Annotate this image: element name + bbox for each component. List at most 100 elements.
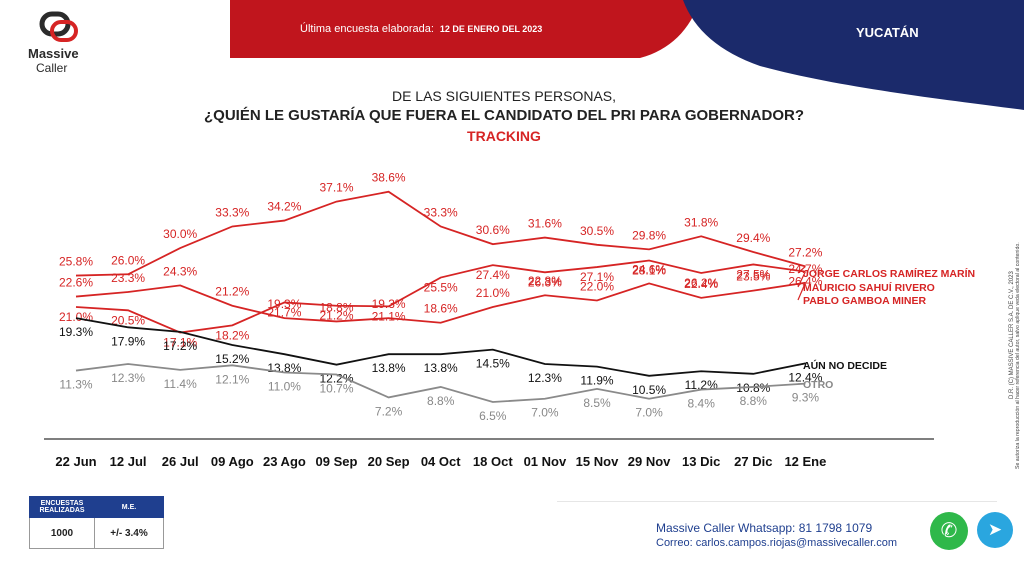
data-label-gamboa-miner: 22.0% (580, 279, 614, 293)
survey-date-line: Última encuesta elaborada: 12 DE ENERO DE… (300, 23, 542, 35)
header-navy-band (683, 0, 1024, 110)
data-label-aun-no-decide: 11.9% (580, 374, 613, 388)
series-name-otro: OTRO (803, 379, 833, 391)
sample-table: ENCUESTAS REALIZADAS M.E. 1000 +/- 3.4% (29, 496, 164, 549)
sample-header-surveys: ENCUESTAS REALIZADAS (29, 496, 95, 518)
x-tick-label: 18 Oct (473, 454, 513, 469)
data-label-ramirez-marin: 30.5% (580, 224, 614, 238)
data-label-otro: 7.0% (531, 406, 559, 420)
data-label-otro: 8.4% (688, 397, 716, 411)
data-label-otro: 12.3% (111, 371, 145, 385)
logo-icon (39, 11, 78, 42)
footer-divider (557, 501, 997, 502)
data-label-sahui-rivero: 18.2% (215, 328, 249, 342)
series-connector-ramirez-marin (797, 265, 806, 274)
sample-size-value: 1000 (29, 517, 95, 549)
data-label-otro: 11.4% (164, 377, 197, 391)
data-label-aun-no-decide: 17.9% (111, 334, 145, 348)
data-label-sahui-rivero: 26.3% (528, 275, 562, 289)
data-label-ramirez-marin: 38.6% (372, 171, 406, 185)
data-label-otro: 7.0% (635, 406, 663, 420)
brand-name-2: Caller (36, 61, 68, 75)
data-label-ramirez-marin: 29.8% (632, 228, 666, 242)
data-label-gamboa-miner: 23.3% (111, 271, 145, 285)
data-label-gamboa-miner: 24.3% (163, 264, 197, 278)
reproduction-note: Se autoriza la reproducción al hacer ref… (1015, 242, 1021, 469)
x-tick-label: 26 Jul (162, 454, 199, 469)
email-contact: Correo: carlos.campos.riojas@massivecall… (656, 537, 898, 549)
data-label-ramirez-marin: 27.2% (788, 245, 822, 259)
data-label-ramirez-marin: 29.4% (736, 231, 770, 245)
series-name-aun-no-decide: AÚN NO DECIDE (803, 359, 887, 372)
series-name-sahui-rivero: MAURICIO SAHUÍ RIVERO (803, 281, 935, 294)
series-line-aun-no-decide (75, 317, 806, 377)
data-label-sahui-rivero: 27.5% (736, 267, 770, 281)
data-label-otro: 8.8% (740, 394, 768, 408)
data-label-ramirez-marin: 33.3% (424, 205, 458, 219)
survey-date: 12 DE ENERO DEL 2023 (439, 24, 543, 34)
brand-name: Massive (28, 46, 79, 61)
data-label-otro: 8.5% (583, 396, 611, 410)
data-label-aun-no-decide: 14.5% (476, 357, 510, 371)
sample-header-me: M.E. (94, 496, 164, 518)
data-label-gamboa-miner: 21.2% (215, 285, 249, 299)
x-tick-label: 29 Nov (628, 454, 671, 469)
series-name-ramirez-marin: JORGE CARLOS RAMÍREZ MARÍN (803, 267, 975, 280)
x-tick-label: 12 Jul (110, 454, 147, 469)
data-label-ramirez-marin: 31.6% (528, 217, 562, 231)
data-label-aun-no-decide: 12.4% (788, 370, 822, 384)
data-label-gamboa-miner: 22.6% (59, 276, 93, 290)
series-connector-gamboa-miner (797, 282, 806, 301)
data-label-sahui-rivero: 21.1% (372, 309, 406, 323)
data-label-sahui-rivero: 20.5% (111, 313, 145, 327)
series-connector-aun-no-decide (797, 362, 806, 366)
data-label-aun-no-decide: 12.2% (319, 372, 353, 386)
data-label-gamboa-miner: 24.7% (788, 262, 822, 276)
data-label-sahui-rivero: 21.0% (59, 310, 93, 324)
data-label-sahui-rivero: 28.1% (632, 264, 666, 278)
data-label-gamboa-miner: 21.0% (476, 286, 510, 300)
series-line-otro (75, 363, 806, 403)
data-label-sahui-rivero: 21.2% (319, 309, 353, 323)
series-name-gamboa-miner: PABLO GAMBOA MINER (803, 295, 926, 307)
data-label-ramirez-marin: 26.0% (111, 253, 145, 267)
x-tick-label: 15 Nov (576, 454, 619, 469)
data-label-ramirez-marin: 33.3% (215, 205, 249, 219)
data-label-otro: 6.5% (479, 409, 507, 423)
x-tick-label: 09 Sep (316, 454, 358, 469)
data-label-aun-no-decide: 13.8% (372, 361, 406, 375)
data-label-sahui-rivero: 17.1% (163, 336, 197, 350)
x-tick-label: 27 Dic (734, 454, 772, 469)
whatsapp-icon[interactable]: ✆ (930, 512, 968, 550)
x-tick-label: 12 Ene (784, 454, 826, 469)
tracking-label: TRACKING (467, 128, 541, 144)
data-label-aun-no-decide: 19.3% (59, 325, 93, 339)
telegram-icon[interactable]: ➤ (977, 512, 1013, 548)
data-label-aun-no-decide: 10.5% (632, 383, 666, 397)
x-tick-label: 20 Sep (368, 454, 410, 469)
data-label-gamboa-miner: 18.8% (319, 300, 353, 314)
header-red-band (230, 0, 700, 58)
data-label-sahui-rivero: 25.5% (424, 281, 458, 295)
question-line-2: ¿QUIÉN LE GUSTARÍA QUE FUERA EL CANDIDAT… (203, 107, 805, 124)
data-label-gamboa-miner: 22.4% (684, 277, 718, 291)
data-label-ramirez-marin: 34.2% (267, 200, 301, 214)
survey-label: Última encuesta elaborada: (300, 23, 434, 35)
data-label-otro: 10.7% (319, 381, 353, 395)
data-label-aun-no-decide: 13.8% (424, 361, 458, 375)
data-label-aun-no-decide: 12.3% (528, 371, 562, 385)
data-label-gamboa-miner: 19.3% (267, 297, 301, 311)
question-line-1: DE LAS SIGUIENTES PERSONAS, (391, 88, 617, 104)
data-label-gamboa-miner: 22.8% (528, 274, 562, 288)
series-line-sahui-rivero (75, 259, 806, 334)
data-label-sahui-rivero: 26.2% (684, 276, 718, 290)
data-label-sahui-rivero: 27.1% (580, 270, 614, 284)
data-label-gamboa-miner: 19.3% (372, 297, 406, 311)
data-label-ramirez-marin: 30.0% (163, 227, 197, 241)
data-label-aun-no-decide: 15.2% (215, 352, 249, 366)
x-tick-label: 13 Dic (682, 454, 720, 469)
margin-error-value: +/- 3.4% (94, 517, 164, 549)
data-label-otro: 12.1% (215, 372, 249, 386)
